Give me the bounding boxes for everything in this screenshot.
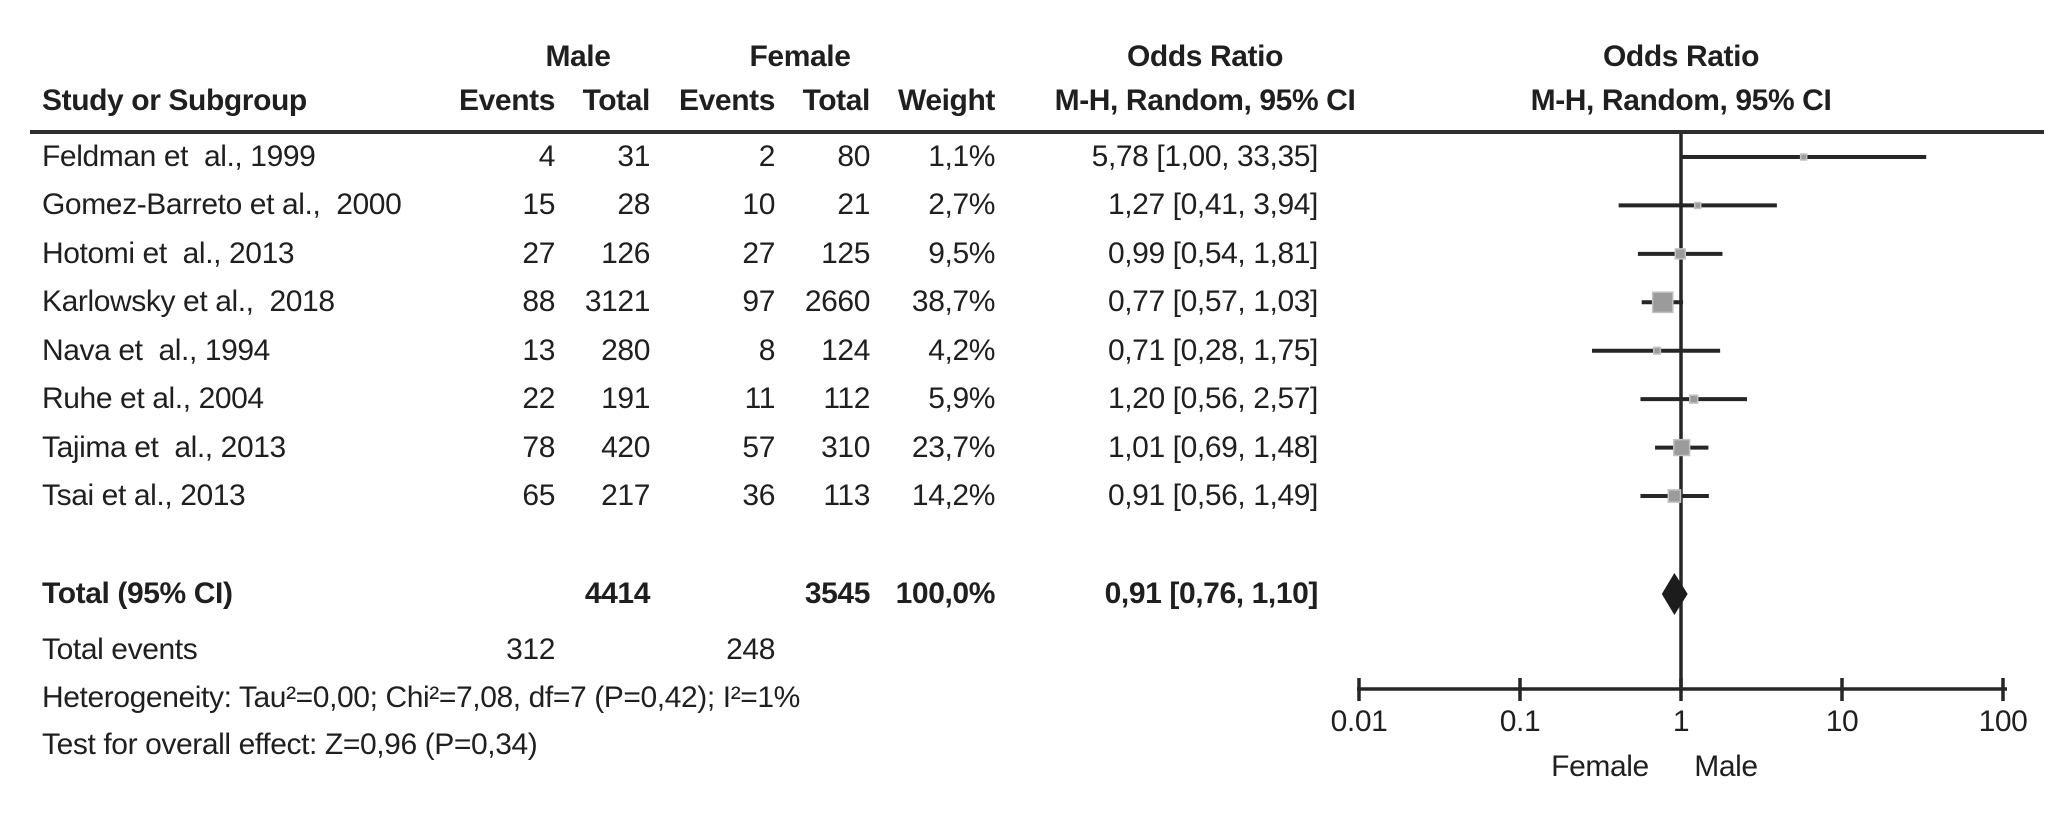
- female-events-value: 27: [742, 237, 775, 270]
- female-events-value: 10: [742, 188, 775, 221]
- study-name: Tsai et al., 2013: [42, 479, 246, 512]
- column-header-study: Study or Subgroup: [42, 84, 307, 117]
- axis-tick-label: 0.1: [1499, 705, 1541, 738]
- odds-ratio-ci-value: 0,71 [0,28, 1,75]: [1107, 334, 1318, 367]
- column-group-male: Male: [545, 40, 611, 73]
- female-events-value: 11: [744, 382, 776, 415]
- female-total-value: 80: [837, 140, 870, 173]
- total-events-male: 312: [506, 633, 555, 666]
- female-events-value: 57: [742, 431, 775, 464]
- odds-ratio-title-text: Odds Ratio: [1126, 40, 1283, 73]
- female-total-value: 113: [823, 479, 870, 512]
- male-total-value: 420: [601, 431, 650, 464]
- male-events-value: 65: [522, 479, 555, 512]
- axis-tick-label: 100: [1978, 705, 2028, 738]
- female-events-value: 8: [758, 334, 776, 367]
- female-total-value: 124: [821, 334, 870, 367]
- total-events-label: Total events: [42, 633, 198, 666]
- odds-ratio-ci-value: 1,20 [0,56, 2,57]: [1107, 382, 1318, 415]
- heterogeneity-stats: Heterogeneity: Tau²=0,00; Chi²=7,08, df=…: [42, 681, 800, 714]
- female-events-value: 2: [758, 140, 776, 173]
- female-events-value: 36: [742, 479, 775, 512]
- effect-size-marker: [1693, 201, 1702, 210]
- male-total-value: 28: [617, 188, 650, 221]
- weight-value: 14,2%: [911, 479, 995, 512]
- study-name: Feldman et al., 1999: [42, 140, 316, 173]
- weight-value: 4,2%: [928, 334, 995, 367]
- effect-size-marker: [1799, 153, 1808, 161]
- study-name: Hotomi et al., 2013: [42, 237, 295, 270]
- male-events-value: 13: [522, 334, 555, 367]
- weight-value: 1,1%: [928, 140, 995, 173]
- axis-direction-label-right: Male: [1694, 750, 1758, 783]
- odds-ratio-ci-value: 0,77 [0,57, 1,03]: [1107, 285, 1318, 318]
- pooled-effect-diamond: [1661, 573, 1688, 615]
- male-events-value: 78: [522, 431, 555, 464]
- female-total-value: 125: [821, 237, 870, 270]
- male-total-value: 3121: [584, 285, 651, 318]
- odds-ratio-title-plot: Odds Ratio: [1602, 40, 1759, 73]
- male-events-value: 4: [538, 140, 556, 173]
- total-events-female: 248: [726, 633, 775, 666]
- female-total-value: 112: [823, 382, 870, 415]
- odds-ratio-ci-value: 0,99 [0,54, 1,81]: [1107, 237, 1318, 270]
- total-male-total: 4414: [584, 577, 651, 610]
- male-total-value: 191: [601, 382, 650, 415]
- axis-tick-label: 1: [1672, 705, 1690, 738]
- header-separator-rule: [30, 130, 2044, 134]
- effect-size-marker: [1673, 438, 1691, 457]
- male-total-value: 217: [601, 479, 650, 512]
- weight-value: 2,7%: [928, 188, 995, 221]
- female-total-value: 21: [837, 188, 870, 221]
- male-events-value: 27: [522, 237, 555, 270]
- total-row-label: Total (95% CI): [42, 577, 233, 610]
- male-events-value: 22: [522, 382, 555, 415]
- female-total-value: 310: [821, 431, 870, 464]
- study-name: Ruhe et al., 2004: [42, 382, 264, 415]
- column-header-female-total: Total: [802, 84, 871, 117]
- study-name: Karlowsky et al., 2018: [42, 285, 335, 318]
- odds-ratio-ci-value: 1,01 [0,69, 1,48]: [1107, 431, 1318, 464]
- column-header-male-events: Events: [459, 84, 555, 117]
- overall-effect-test: Test for overall effect: Z=0,96 (P=0,34): [42, 728, 538, 761]
- total-weight: 100,0%: [895, 577, 996, 610]
- male-total-value: 280: [601, 334, 650, 367]
- column-header-ci-plot: M-H, Random, 95% CI: [1530, 84, 1832, 117]
- male-events-value: 88: [522, 285, 555, 318]
- odds-ratio-ci-value: 0,91 [0,56, 1,49]: [1107, 479, 1318, 512]
- male-total-value: 126: [601, 237, 650, 270]
- column-header-male-total: Total: [582, 84, 651, 117]
- total-ci-text: 0,91 [0,76, 1,10]: [1104, 577, 1319, 610]
- axis-tick-label: 10: [1825, 705, 1859, 738]
- odds-ratio-ci-value: 5,78 [1,00, 33,35]: [1091, 140, 1319, 173]
- effect-size-marker: [1651, 291, 1674, 314]
- study-name: Nava et al., 1994: [42, 334, 270, 367]
- effect-size-marker: [1652, 346, 1662, 355]
- axis-tick-label: 0.01: [1330, 705, 1388, 738]
- effect-size-marker: [1689, 394, 1699, 404]
- female-events-value: 97: [742, 285, 775, 318]
- weight-value: 5,9%: [928, 382, 995, 415]
- effect-size-marker: [1667, 489, 1682, 503]
- weight-value: 9,5%: [928, 237, 995, 270]
- weight-value: 23,7%: [911, 431, 995, 464]
- column-group-female: Female: [749, 40, 851, 73]
- male-total-value: 31: [617, 140, 650, 173]
- study-name: Tajima et al., 2013: [42, 431, 286, 464]
- effect-size-marker: [1674, 248, 1687, 260]
- axis-direction-label-left: Female: [1551, 750, 1649, 783]
- column-header-ci-text: M-H, Random, 95% CI: [1054, 84, 1356, 117]
- odds-ratio-ci-value: 1,27 [0,41, 3,94]: [1107, 188, 1318, 221]
- total-female-total: 3545: [804, 577, 871, 610]
- male-events-value: 15: [522, 188, 555, 221]
- weight-value: 38,7%: [911, 285, 995, 318]
- column-header-female-events: Events: [679, 84, 775, 117]
- study-name: Gomez-Barreto et al., 2000: [42, 188, 402, 221]
- female-total-value: 2660: [804, 285, 871, 318]
- column-header-weight: Weight: [897, 84, 995, 117]
